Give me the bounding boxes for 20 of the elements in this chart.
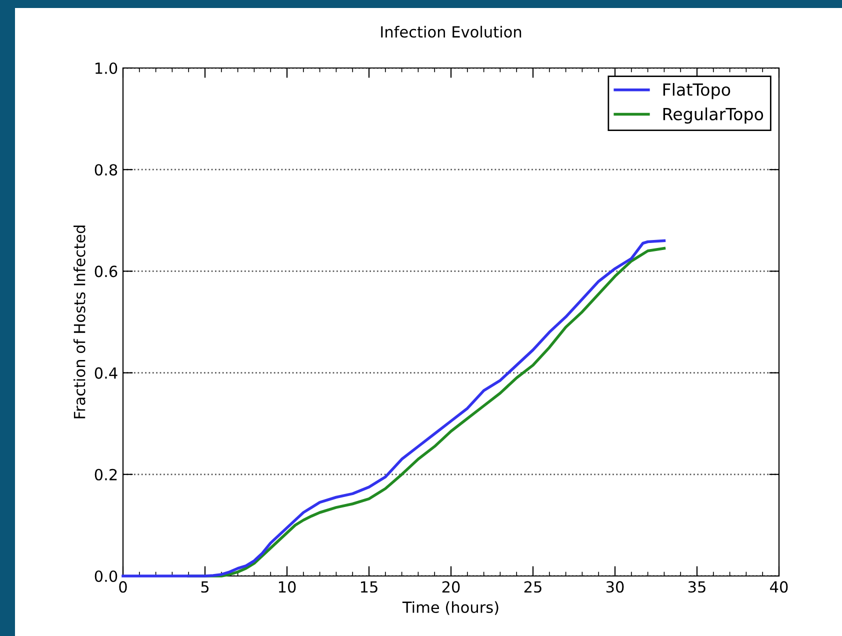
y-axis-title: Fraction of Hosts Infected — [74, 226, 86, 418]
x-tick-label: 10 — [278, 581, 296, 593]
chart-title: Infection Evolution — [381, 26, 522, 38]
x-axis-title: Time (hours) — [402, 601, 498, 615]
y-tick-label: 0.8 — [94, 164, 118, 176]
y-tick-label: 0.2 — [94, 468, 117, 480]
x-tick-label: 15 — [360, 581, 378, 593]
legend-label: RegularTopo — [663, 107, 764, 124]
x-tick-label: 35 — [688, 581, 706, 593]
y-tick-label: 0.4 — [94, 367, 118, 379]
legend-label: FlatTopo — [663, 83, 730, 100]
x-tick-label: 0 — [119, 581, 127, 593]
y-tick-label: 0.6 — [94, 266, 118, 278]
x-tick-label: 25 — [524, 581, 542, 593]
x-tick-label: 20 — [442, 581, 460, 593]
x-tick-label: 30 — [606, 581, 624, 593]
y-tick-label: 1.0 — [96, 62, 118, 74]
y-tick-label: 0.0 — [94, 570, 118, 582]
x-tick-label: 40 — [770, 581, 788, 593]
x-tick-label: 5 — [201, 581, 209, 593]
